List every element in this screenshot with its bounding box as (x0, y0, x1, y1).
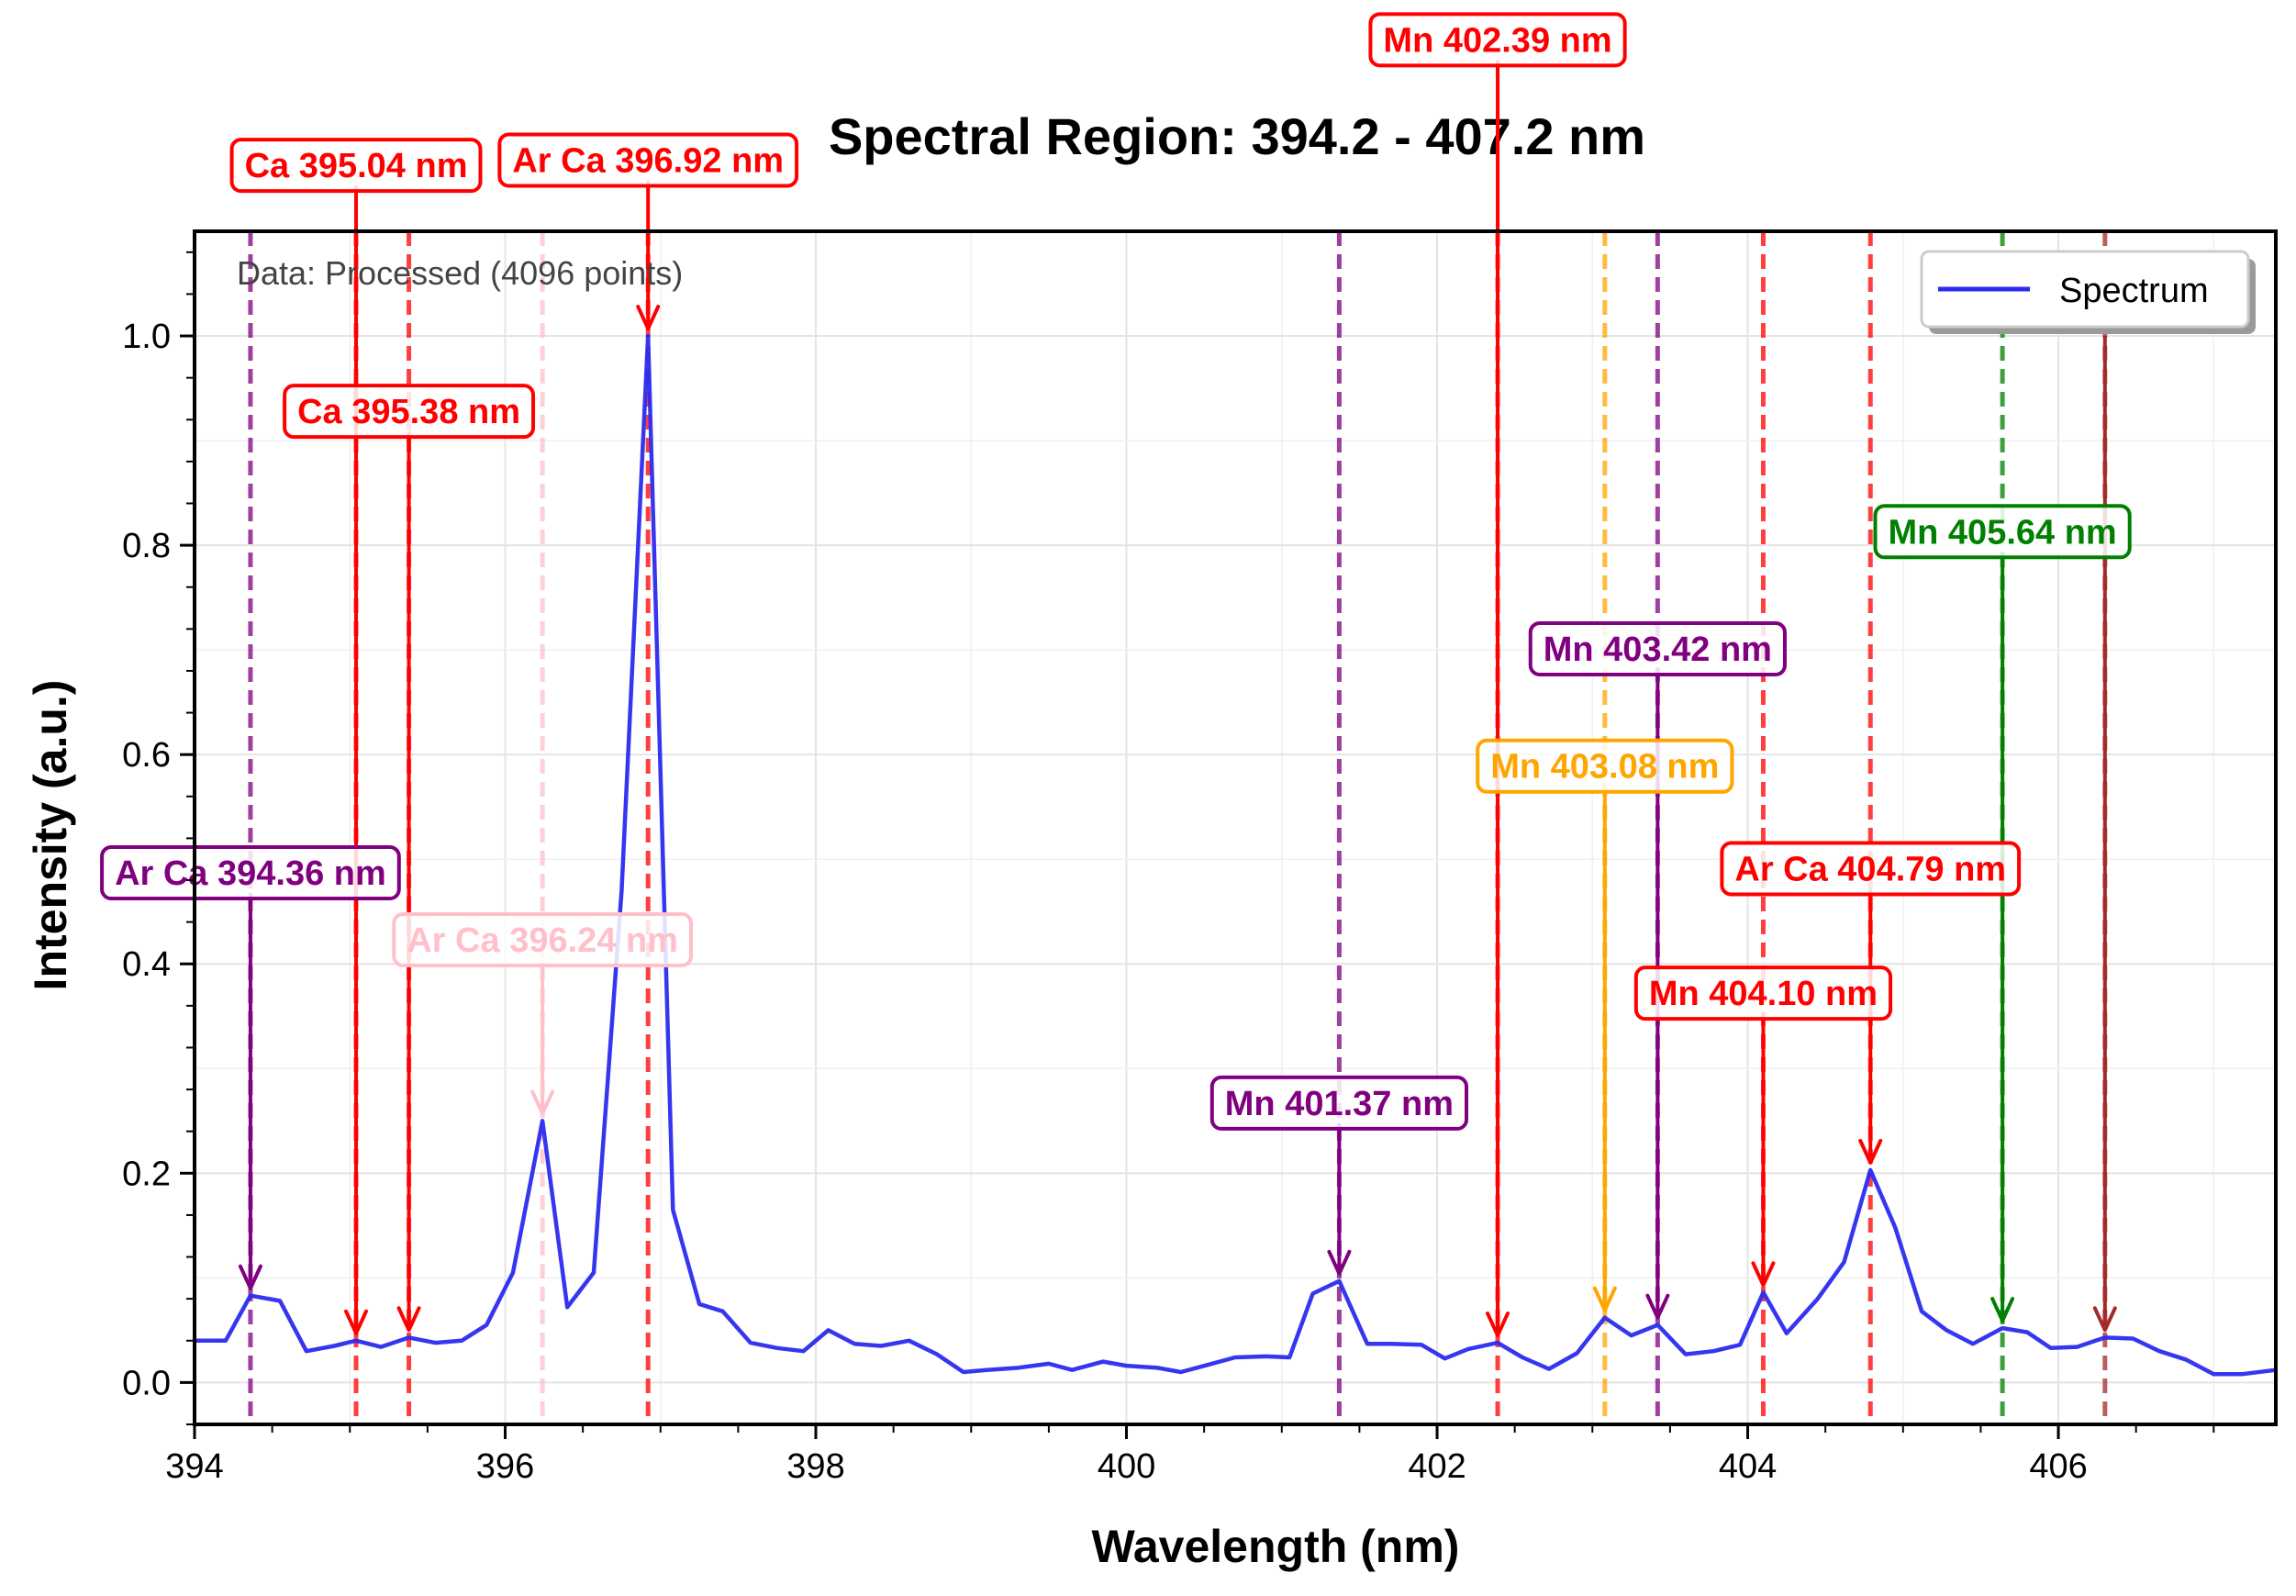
annotation-arrowhead (396, 1306, 421, 1333)
data-note: Data: Processed (4096 points) (237, 254, 683, 292)
x-axis-label: Wavelength (nm) (1092, 1521, 1460, 1572)
annotation-label-text: Ar Ca 394.36 nm (115, 854, 386, 893)
plot-frame (193, 229, 2278, 1426)
annotation-label-box (229, 138, 483, 194)
annotation-arrowhead (2092, 1306, 2117, 1333)
annotation-arrowhead (1990, 1297, 2015, 1323)
annotation-label: Ar Ca 394.36 nm (100, 845, 401, 901)
x-tick-label: 404 (1719, 1447, 1777, 1486)
spectrum-line (195, 333, 2277, 1377)
annotation-label-text: Mn 405.64 nm (1889, 513, 2117, 552)
annotation-label-box (100, 845, 401, 901)
annotation-label: Ar Ca 396.24 nm (392, 912, 693, 968)
legend-entry: Spectrum (2059, 272, 2209, 310)
x-tick-label: 398 (786, 1447, 844, 1486)
annotation-label: Mn 403.08 nm (1476, 738, 1734, 794)
annotation-label-box (1476, 738, 1734, 794)
annotation-label-text: Mn 403.42 nm (1544, 631, 1772, 669)
annotation-label: Ar Ca 404.79 nm (1720, 841, 2022, 897)
x-tick-label: 394 (165, 1447, 223, 1486)
annotation-arrowhead (636, 305, 661, 331)
annotation-arrowhead (1751, 1261, 1776, 1288)
y-tick-label: 0.4 (122, 945, 171, 984)
annotation-label: Mn 405.64 nm (1873, 504, 2132, 560)
annotation-label-text: Ca 395.38 nm (297, 393, 520, 431)
annotation-label-box (283, 384, 536, 440)
series-layer (195, 333, 2277, 1377)
x-tick-label: 406 (2029, 1447, 2087, 1486)
annotation-arrows (238, 60, 2117, 1338)
annotation-label-text: Mn 401.37 nm (1225, 1085, 1454, 1123)
annotation-arrowhead (1645, 1293, 1670, 1320)
annotation-label-box (1720, 841, 2022, 897)
x-tick-label: 396 (476, 1447, 534, 1486)
annotation-arrowhead (530, 1089, 555, 1116)
annotation-label-text: Ca 395.04 nm (245, 147, 468, 185)
annotation-label: Mn 404.10 nm (1633, 965, 1893, 1021)
annotation-label: Ca 395.04 nm (229, 138, 483, 194)
y-tick-label: 0.0 (122, 1364, 171, 1402)
annotation-label-box (1633, 965, 1893, 1021)
annotation-label-text: Ar Ca 396.24 nm (407, 921, 678, 960)
annotation-label: Mn 402.39 nm (1368, 12, 1627, 68)
annotation-label-text: Mn 403.08 nm (1490, 748, 1719, 787)
chart-title: Spectral Region: 394.2 - 407.2 nm (829, 107, 1645, 165)
annotation-label-box (392, 912, 693, 968)
annotation-label-text: Ar Ca 396.92 nm (512, 141, 784, 180)
annotation-arrowhead (344, 1309, 369, 1335)
annotation-label-box (1873, 504, 2132, 560)
annotation-label-box (1209, 1075, 1469, 1131)
y-tick-label: 1.0 (122, 318, 171, 356)
y-tick-label: 0.6 (122, 736, 171, 775)
x-tick-label: 402 (1408, 1447, 1466, 1486)
annotation-label-text: Mn 404.10 nm (1649, 975, 1878, 1013)
y-tick-label: 0.2 (122, 1155, 171, 1193)
annotation-label-box (1528, 621, 1787, 676)
annotation-labels: Ar Ca 394.36 nm Ca 395.04 nm Ca 395.38 nm A… (100, 12, 2132, 1131)
annotation-arrowhead (1592, 1286, 1617, 1312)
annotation-label-text: Ar Ca 404.79 nm (1734, 850, 2006, 888)
x-tick-label: 400 (1098, 1447, 1155, 1486)
annotation-label: Mn 403.42 nm (1528, 621, 1787, 676)
legend: Spectrum (1920, 250, 2256, 334)
y-tick-label: 0.8 (122, 527, 171, 565)
legend-box (1920, 250, 2250, 329)
annotation-label: Ca 395.38 nm (283, 384, 536, 440)
annotation-arrowhead (1327, 1249, 1352, 1276)
annotation-arrowhead (1486, 1311, 1510, 1338)
y-axis-label: Intensity (a.u.) (25, 680, 76, 991)
x-axis-ticks: 394 396 398 400 402 404 406 (165, 1424, 2215, 1486)
annotation-arrowhead (238, 1264, 262, 1290)
annotation-label-box (1368, 12, 1627, 68)
annotation-label-box (497, 132, 799, 188)
annotation-label-text: Mn 402.39 nm (1383, 21, 1611, 60)
y-axis-ticks: 0.0 0.2 0.4 0.6 0.8 1.0 (122, 251, 195, 1425)
annotation-label: Ar Ca 396.92 nm (497, 132, 799, 188)
annotation-label: Mn 401.37 nm (1209, 1075, 1469, 1131)
annotation-arrowhead (1858, 1138, 1883, 1165)
